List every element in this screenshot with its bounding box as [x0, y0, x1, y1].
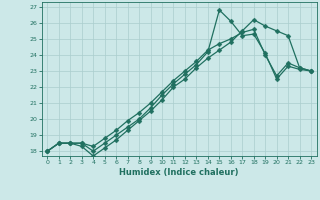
X-axis label: Humidex (Indice chaleur): Humidex (Indice chaleur) [119, 168, 239, 177]
